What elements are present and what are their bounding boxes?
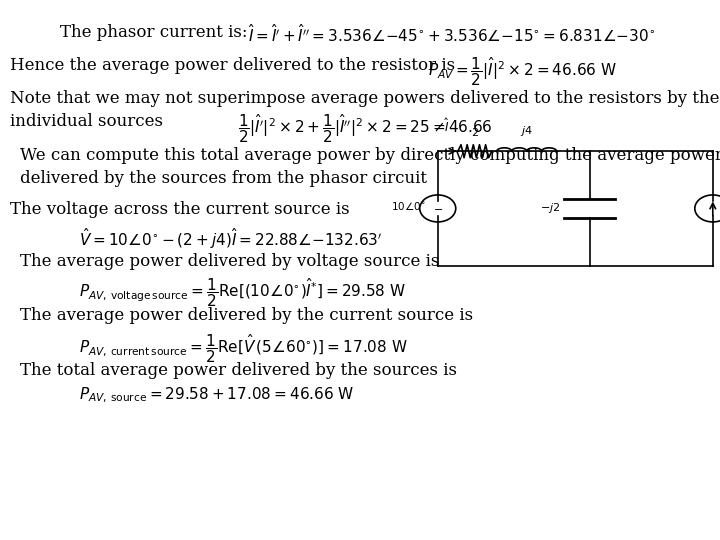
Text: $\hat{I} = \hat{I}' + \hat{I}'' = 3.536\angle{-}45^{\circ} + 3.536\angle{-}15^{\: $\hat{I} = \hat{I}' + \hat{I}'' = 3.536\… [248, 23, 655, 45]
Text: Hence the average power delivered to the resistor is: Hence the average power delivered to the… [10, 57, 455, 73]
Text: Note that we may not superimpose average powers delivered to the resistors by th: Note that we may not superimpose average… [10, 90, 719, 107]
Text: The average power delivered by the current source is: The average power delivered by the curre… [20, 307, 473, 323]
Text: The phasor current is:: The phasor current is: [60, 24, 247, 41]
Text: $\hat{V} = 10\angle 0^{\circ} - (2 + j4)\hat{I} = 22.88\angle{-}132.63'$: $\hat{V} = 10\angle 0^{\circ} - (2 + j4)… [79, 226, 382, 251]
Text: delivered by the sources from the phasor circuit: delivered by the sources from the phasor… [20, 170, 427, 187]
Text: $-j2$: $-j2$ [541, 201, 561, 215]
Text: 2: 2 [472, 127, 478, 138]
Text: $j4$: $j4$ [521, 124, 533, 138]
Text: $P_{AV} = \dfrac{1}{2}|\hat{I}|^{2} \times 2 = 46.66\text{ W}$: $P_{AV} = \dfrac{1}{2}|\hat{I}|^{2} \tim… [428, 56, 617, 89]
Text: We can compute this total average power by directly computing the average power: We can compute this total average power … [20, 147, 720, 164]
Text: $\dfrac{1}{2}|\hat{I}'|^{2} \times 2 + \dfrac{1}{2}|\hat{I}''|^{2} \times 2 = 25: $\dfrac{1}{2}|\hat{I}'|^{2} \times 2 + \… [238, 112, 492, 145]
Text: $-$: $-$ [433, 204, 443, 213]
Text: The voltage across the current source is: The voltage across the current source is [10, 201, 350, 218]
Text: $\hat{I}$: $\hat{I}$ [444, 117, 449, 135]
Text: The total average power delivered by the sources is: The total average power delivered by the… [20, 362, 457, 379]
Text: $10\angle 0^{\circ}$: $10\angle 0^{\circ}$ [391, 200, 426, 212]
Text: $P_{AV,\,\mathrm{current\,source}} = \dfrac{1}{2}\mathrm{Re}[\hat{V}\,(5\angle 6: $P_{AV,\,\mathrm{current\,source}} = \df… [79, 332, 408, 365]
Text: The average power delivered by voltage source is: The average power delivered by voltage s… [20, 253, 439, 269]
Text: $P_{AV,\,\mathrm{source}} = 29.58 + 17.08 = 46.66\text{ W}$: $P_{AV,\,\mathrm{source}} = 29.58 + 17.0… [79, 386, 355, 406]
Text: individual sources: individual sources [10, 113, 163, 130]
Text: $P_{AV,\,\mathrm{voltage\,source}} = \dfrac{1}{2}\mathrm{Re}[(10\angle 0^{\circ}: $P_{AV,\,\mathrm{voltage\,source}} = \df… [79, 276, 406, 309]
